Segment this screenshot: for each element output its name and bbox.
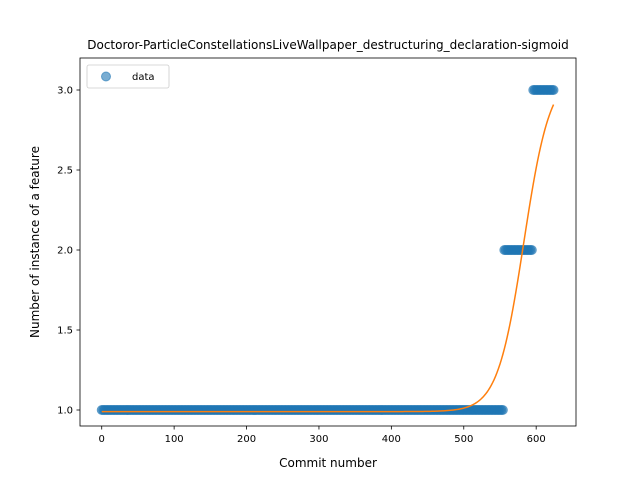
x-tick-label: 400 xyxy=(382,434,401,445)
x-tick-label: 500 xyxy=(454,434,473,445)
legend: data xyxy=(86,64,170,89)
data-point xyxy=(526,245,537,255)
legend-label-data: data xyxy=(132,72,155,83)
plot-frame xyxy=(79,57,577,427)
x-tick-label: 600 xyxy=(527,434,546,445)
y-tick-label: 2.0 xyxy=(57,246,73,257)
chart-title: Doctoror-ParticleConstellationsLiveWallp… xyxy=(87,38,569,52)
x-tick-label: 100 xyxy=(165,434,184,445)
fit-line xyxy=(101,104,555,413)
y-tick-label: 1.0 xyxy=(57,406,73,417)
data-point xyxy=(497,405,508,415)
y-tick-label: 1.5 xyxy=(57,326,73,337)
legend-marker-data xyxy=(101,71,111,82)
data-point xyxy=(548,85,559,95)
y-axis: 1.0 1.5 2.0 2.5 3.0 xyxy=(57,86,80,417)
legend-box xyxy=(86,64,170,89)
x-tick-label: 0 xyxy=(99,434,105,445)
y-axis-label: Number of instance of a feature xyxy=(28,146,42,338)
y-tick-label: 3.0 xyxy=(57,86,73,97)
x-tick-label: 300 xyxy=(309,434,328,445)
x-tick-label: 200 xyxy=(237,434,256,445)
x-axis: 0 100 200 300 400 500 600 xyxy=(99,426,546,445)
plot-area xyxy=(96,85,559,415)
x-axis-label: Commit number xyxy=(279,456,377,470)
y-tick-label: 2.5 xyxy=(57,166,73,177)
